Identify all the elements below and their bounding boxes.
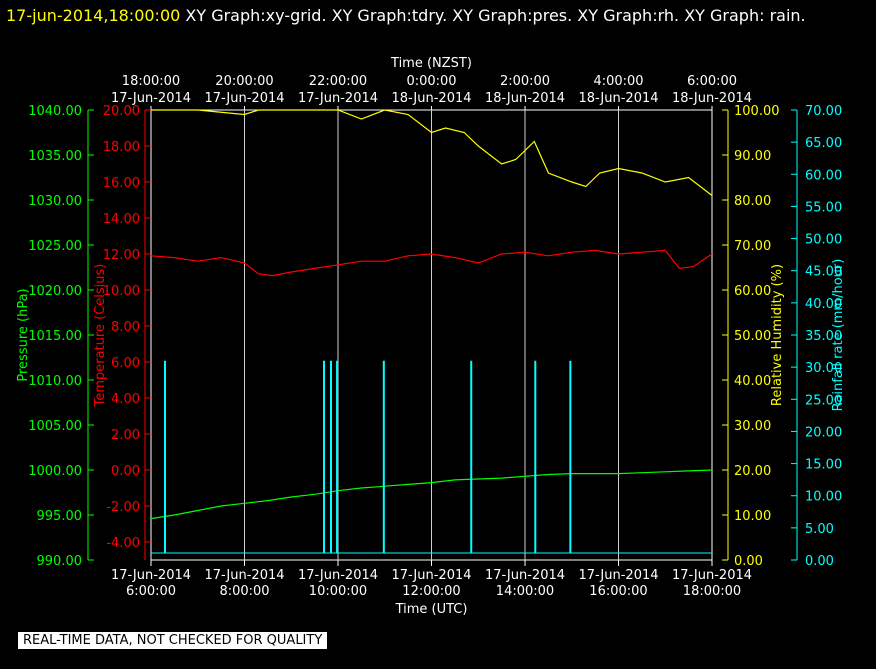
x-axis-title-nzst: Time (NZST)	[390, 56, 472, 71]
rain-tick-label: 70.00	[805, 104, 842, 119]
temperature-tick-label: 14.00	[103, 212, 140, 227]
temperature-tick-label: 18.00	[103, 140, 140, 155]
temperature-tick-label: -2.00	[106, 500, 140, 515]
rain-tick-label: 40.00	[805, 297, 842, 312]
temperature-tick-label: 16.00	[103, 176, 140, 191]
pressure-tick-label: 1015.00	[28, 329, 82, 344]
temperature-tick-label: -4.00	[106, 536, 140, 551]
humidity-tick-label: 30.00	[734, 419, 771, 434]
humidity-tick-label: 70.00	[734, 239, 771, 254]
top-tick-time-label: 4:00:00	[593, 74, 643, 89]
x-tick-time-label: 14:00:00	[496, 584, 554, 599]
top-tick-time-label: 18:00:00	[122, 74, 180, 89]
x-tick-date-label: 17-Jun-2014	[204, 568, 284, 583]
top-tick-time-label: 22:00:00	[309, 74, 367, 89]
top-tick-date-label: 18-Jun-2014	[485, 91, 565, 106]
rain-tick-label: 35.00	[805, 329, 842, 344]
grid	[150, 109, 713, 561]
rh-series-line	[151, 109, 713, 196]
top-tick-time-label: 0:00:00	[406, 74, 456, 89]
temperature-axis-title: Temperature (Celsius)	[93, 264, 108, 408]
humidity-tick-label: 20.00	[734, 464, 771, 479]
pressure-tick-label: 1000.00	[28, 464, 82, 479]
temperature-tick-label: 8.00	[111, 320, 140, 335]
humidity-tick-label: 90.00	[734, 149, 771, 164]
x-tick-time-label: 10:00:00	[309, 584, 367, 599]
humidity-tick-label: 50.00	[734, 329, 771, 344]
rain-tick-label: 65.00	[805, 136, 842, 151]
pressure-tick-label: 1025.00	[28, 239, 82, 254]
humidity-tick-label: 0.00	[734, 554, 763, 569]
temperature-tick-label: 2.00	[111, 428, 140, 443]
title-timestamp: 17-jun-2014,18:00:00	[6, 6, 181, 25]
rain-tick-label: 0.00	[805, 554, 834, 569]
x-tick-time-label: 18:00:00	[683, 584, 741, 599]
top-tick-date-label: 18-Jun-2014	[391, 91, 471, 106]
axis-labels: 17-Jun-20146:00:0017-Jun-20148:00:0017-J…	[16, 56, 846, 617]
rain-tick-label: 60.00	[805, 168, 842, 183]
humidity-tick-label: 10.00	[734, 509, 771, 524]
pressure-tick-label: 995.00	[37, 509, 83, 524]
humidity-axis-title: Relative Humidity (%)	[770, 264, 785, 406]
pressure-tick-label: 1020.00	[28, 284, 82, 299]
tdry-series-line	[150, 249, 713, 277]
x-tick-time-label: 16:00:00	[589, 584, 647, 599]
temperature-tick-label: 6.00	[111, 356, 140, 371]
series-layer	[150, 109, 713, 554]
x-tick-time-label: 6:00:00	[126, 584, 176, 599]
rain-tick-label: 55.00	[805, 200, 842, 215]
pressure-tick-label: 1030.00	[28, 194, 82, 209]
pressure-axis-title: Pressure (hPa)	[16, 288, 31, 381]
x-tick-time-label: 8:00:00	[219, 584, 269, 599]
humidity-tick-label: 60.00	[734, 284, 771, 299]
top-tick-date-label: 17-Jun-2014	[298, 91, 378, 106]
pressure-tick-label: 1010.00	[28, 374, 82, 389]
pressure-tick-label: 1035.00	[28, 149, 82, 164]
pressure-tick-label: 1040.00	[28, 104, 82, 119]
x-axis-title-utc: Time (UTC)	[395, 602, 468, 617]
top-tick-date-label: 17-Jun-2014	[204, 91, 284, 106]
top-tick-date-label: 18-Jun-2014	[578, 91, 658, 106]
x-tick-date-label: 17-Jun-2014	[672, 568, 752, 583]
rain-tick-label: 30.00	[805, 361, 842, 376]
top-tick-date-label: 17-Jun-2014	[111, 91, 191, 106]
x-tick-date-label: 17-Jun-2014	[111, 568, 191, 583]
x-tick-date-label: 17-Jun-2014	[298, 568, 378, 583]
pressure-tick-label: 1005.00	[28, 419, 82, 434]
rain-tick-label: 5.00	[805, 522, 834, 537]
rain-tick-label: 25.00	[805, 393, 842, 408]
pressure-tick-label: 990.00	[37, 554, 83, 569]
humidity-tick-label: 100.00	[734, 104, 780, 119]
rain-tick-label: 10.00	[805, 490, 842, 505]
window-title: 17-jun-2014,18:00:00 XY Graph:xy-grid. X…	[6, 2, 866, 30]
top-tick-date-label: 18-Jun-2014	[672, 91, 752, 106]
temperature-tick-label: 4.00	[111, 392, 140, 407]
rain-axis-title: Rainfall rate (mm/hour)	[831, 259, 846, 412]
title-graph-list: XY Graph:xy-grid. XY Graph:tdry. XY Grap…	[180, 6, 806, 25]
rain-tick-label: 50.00	[805, 233, 842, 248]
pres-series-line	[150, 469, 713, 520]
x-tick-date-label: 17-Jun-2014	[578, 568, 658, 583]
x-tick-time-label: 12:00:00	[402, 584, 460, 599]
temperature-tick-label: 12.00	[103, 248, 140, 263]
axes	[87, 106, 798, 566]
temperature-tick-label: 0.00	[111, 464, 140, 479]
x-tick-date-label: 17-Jun-2014	[391, 568, 471, 583]
rain-tick-label: 45.00	[805, 265, 842, 280]
top-tick-time-label: 20:00:00	[215, 74, 273, 89]
humidity-tick-label: 80.00	[734, 194, 771, 209]
humidity-tick-label: 40.00	[734, 374, 771, 389]
rain-tick-label: 20.00	[805, 425, 842, 440]
rain-tick-label: 15.00	[805, 458, 842, 473]
top-tick-time-label: 6:00:00	[687, 74, 737, 89]
quality-disclaimer: REAL-TIME DATA, NOT CHECKED FOR QUALITY	[18, 632, 328, 649]
x-tick-date-label: 17-Jun-2014	[485, 568, 565, 583]
temperature-tick-label: 20.00	[103, 104, 140, 119]
temperature-tick-label: 10.00	[103, 284, 140, 299]
top-tick-time-label: 2:00:00	[500, 74, 550, 89]
